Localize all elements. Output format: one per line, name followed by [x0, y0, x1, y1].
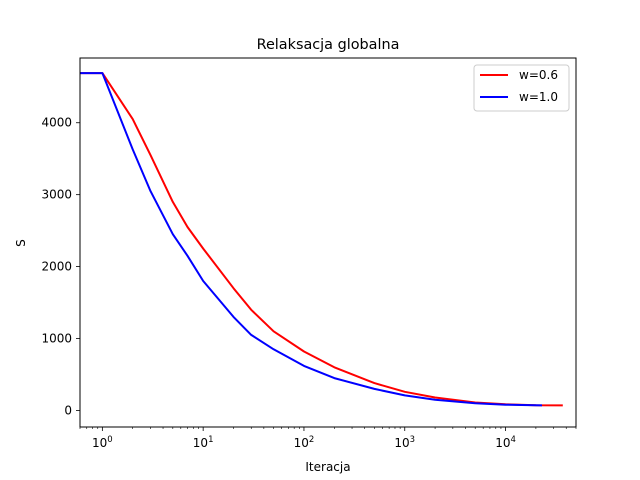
x-axis-title: Iteracja [305, 460, 350, 474]
x-tick-label: 101 [193, 435, 214, 450]
legend-box [473, 64, 570, 112]
legend-label-w06: w=0.6 [519, 68, 558, 82]
x-axis: 100 101 102 103 104 [79, 427, 577, 450]
series-line-w10 [80, 72, 543, 407]
x-tick-label: 104 [495, 435, 516, 450]
y-tick-label: 3000 [41, 188, 72, 202]
x-tick-label: 100 [92, 435, 113, 450]
legend: w=0.6 w=1.0 [473, 64, 570, 112]
x-tick-label: 103 [394, 435, 415, 450]
y-tick-label: 4000 [41, 116, 72, 130]
legend-label-w10: w=1.0 [519, 90, 558, 104]
series-layer [80, 72, 563, 407]
y-tick-label: 2000 [41, 260, 72, 274]
y-tick-label: 1000 [41, 332, 72, 346]
x-tick-label: 102 [294, 435, 315, 450]
y-axis-title: S [14, 239, 28, 247]
y-axis: 0 1000 2000 3000 4000 [41, 116, 80, 417]
chart-title: Relaksacja globalna [257, 37, 400, 53]
y-tick-label: 0 [64, 403, 72, 417]
plot-frame [79, 57, 577, 428]
